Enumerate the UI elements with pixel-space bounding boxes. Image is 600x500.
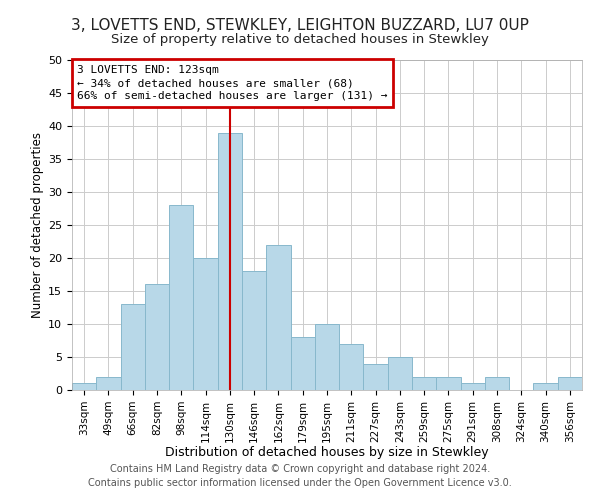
Bar bbox=[266, 245, 290, 390]
Bar bbox=[96, 377, 121, 390]
Bar bbox=[72, 384, 96, 390]
Bar bbox=[558, 377, 582, 390]
Bar bbox=[412, 377, 436, 390]
Bar bbox=[388, 357, 412, 390]
Bar bbox=[242, 271, 266, 390]
Bar bbox=[533, 384, 558, 390]
Text: 3, LOVETTS END, STEWKLEY, LEIGHTON BUZZARD, LU7 0UP: 3, LOVETTS END, STEWKLEY, LEIGHTON BUZZA… bbox=[71, 18, 529, 32]
Bar bbox=[339, 344, 364, 390]
Bar bbox=[169, 205, 193, 390]
Bar bbox=[290, 337, 315, 390]
Bar bbox=[145, 284, 169, 390]
Text: 3 LOVETTS END: 123sqm
← 34% of detached houses are smaller (68)
66% of semi-deta: 3 LOVETTS END: 123sqm ← 34% of detached … bbox=[77, 65, 388, 102]
Bar bbox=[364, 364, 388, 390]
Bar bbox=[436, 377, 461, 390]
Bar bbox=[485, 377, 509, 390]
X-axis label: Distribution of detached houses by size in Stewkley: Distribution of detached houses by size … bbox=[165, 446, 489, 459]
Bar bbox=[121, 304, 145, 390]
Bar bbox=[218, 132, 242, 390]
Bar bbox=[315, 324, 339, 390]
Y-axis label: Number of detached properties: Number of detached properties bbox=[31, 132, 44, 318]
Bar bbox=[193, 258, 218, 390]
Text: Contains HM Land Registry data © Crown copyright and database right 2024.
Contai: Contains HM Land Registry data © Crown c… bbox=[88, 464, 512, 487]
Text: Size of property relative to detached houses in Stewkley: Size of property relative to detached ho… bbox=[111, 32, 489, 46]
Bar bbox=[461, 384, 485, 390]
